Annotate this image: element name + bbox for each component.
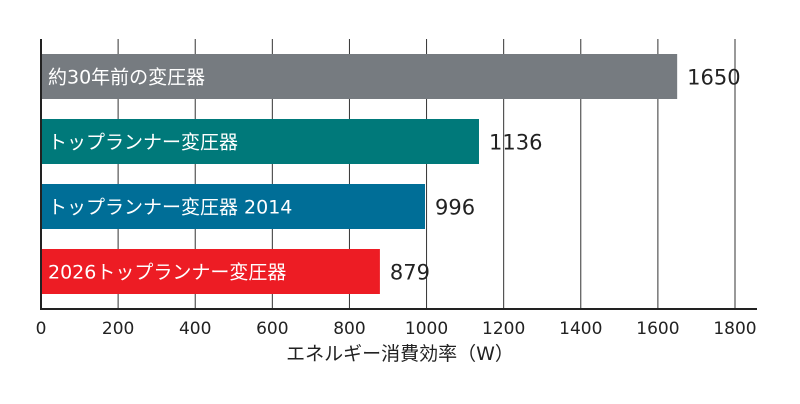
bar — [41, 54, 678, 99]
x-tick-label: 800 — [333, 319, 365, 339]
bar — [41, 184, 426, 229]
x-tick-label: 1200 — [482, 319, 525, 339]
x-tick-label: 400 — [179, 319, 211, 339]
bars: 約30年前の変圧器 1650 トップランナー変圧器 1136 トップランナー変圧器 20… — [41, 54, 741, 294]
x-axis-title: エネルギー消費効率（W） — [286, 343, 514, 365]
x-tick-label: 0 — [36, 319, 47, 339]
bar-category-label: トップランナー変圧器 2014 — [48, 197, 292, 219]
x-tick-label: 600 — [256, 319, 288, 339]
x-tick-label: 1800 — [713, 319, 756, 339]
bar-value-label: 1650 — [687, 66, 740, 90]
x-tick-label: 1400 — [559, 319, 602, 339]
bar-value-label: 879 — [390, 261, 430, 285]
bar-category-label: 約30年前の変圧器 — [48, 67, 205, 89]
bar — [41, 119, 479, 164]
x-axis: 0 200 400 600 800 1000 1200 1400 1600 1800 — [36, 39, 757, 339]
bar-value-label: 996 — [435, 196, 475, 220]
x-tick-label: 1000 — [405, 319, 448, 339]
bar-category-label: 2026トップランナー変圧器 — [48, 262, 286, 284]
x-tick-label: 1600 — [636, 319, 679, 339]
bar — [41, 249, 380, 294]
bar-category-label: トップランナー変圧器 — [48, 132, 238, 154]
bar-value-label: 1136 — [489, 131, 542, 155]
x-tick-label: 200 — [102, 319, 134, 339]
